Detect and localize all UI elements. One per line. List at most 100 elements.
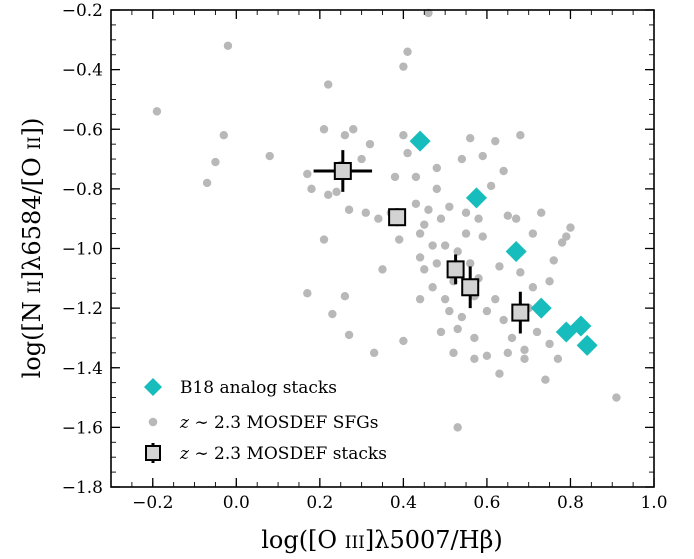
y-tick-label: −0.6 [62,120,103,140]
sfg-point [349,125,358,134]
sfg-point [478,151,487,161]
y-tick-labels: −1.8 −1.6 −1.4 −1.2 −1.0 −0.8 −0.6 −0.4 −0.2 [62,1,103,498]
sfg-point [340,292,350,301]
sfg-point [307,184,316,194]
legend-item-sfg: z ∼ 2.3 MOSDEF SFGs [148,413,378,433]
sfg-point [428,283,437,292]
x-tick-label: 0.8 [557,493,584,513]
sfg-point [319,235,329,244]
sfg-point [211,157,220,167]
sfg-point [369,348,379,358]
y-tick-label: −1.0 [62,240,103,260]
sfg-point [303,289,312,298]
stack-square [333,161,352,180]
x-tick-label: 1.0 [640,493,667,513]
sfg-point [340,131,350,140]
sfg-point [474,214,483,223]
sfg-point [516,268,525,277]
sfg-point [520,354,529,364]
sfg-point [453,324,462,334]
sfg-point [378,265,387,274]
sfg-point [411,172,421,182]
sfg-point [432,163,441,173]
sfg-point [357,154,366,164]
sfg-point [557,238,567,247]
legend-label-analog: B18 analog stacks [180,378,337,398]
sfg-point [399,131,408,140]
sfg-point [219,131,228,140]
sfg-point [424,205,433,214]
sfg-point [365,139,375,149]
sfg-point [495,369,504,378]
analog-diamond [570,315,592,337]
sfg-point [399,336,408,346]
sfg-point [415,253,425,262]
sfg-point [324,80,333,89]
sfg-point [528,229,538,238]
sfg-point [562,232,571,241]
sfg-point [499,166,508,176]
x-tick-label: 0.4 [390,493,417,513]
sfg-point [319,125,329,134]
sfg-point [499,315,508,325]
sfg-point [344,205,354,214]
sfg-point [566,223,575,232]
sfg-point [395,235,404,244]
sfg-point [466,133,475,143]
sfg-point [470,333,479,343]
sfg-point [507,333,517,343]
b18-analog-points [409,130,598,356]
sfg-point [470,354,479,364]
y-axis-label: log([N ii]λ6584/[O ii]) [18,118,46,379]
sfg-point [553,354,563,364]
mosdef-stack-points [313,150,530,334]
sfg-point [374,214,383,223]
sfg-point [445,202,454,211]
stack-square [446,260,465,279]
sfg-point [545,277,554,286]
x-tick-label: 0.6 [473,493,500,513]
sfg-point [478,232,487,241]
sfg-point [612,393,621,402]
sfg-point [202,178,212,188]
sfg-point [411,199,421,208]
x-tick-labels: −0.2 0.0 0.2 0.4 0.6 0.8 1.0 [132,493,667,513]
legend-diamond-icon [144,378,162,396]
sfg-point [324,190,333,200]
sfg-point [436,327,446,337]
sfg-point [537,208,546,217]
analog-diamond [505,240,527,262]
sfg-point [440,294,450,304]
sfg-point [432,184,441,194]
sfg-point [457,154,467,164]
y-tick-label: −1.2 [62,299,103,319]
legend-item-stacks: z ∼ 2.3 MOSDEF stacks [145,443,387,464]
sfg-point [461,208,471,217]
legend-item-analog: B18 analog stacks [144,378,337,398]
sfg-point [328,309,337,319]
analog-diamond [530,297,552,319]
sfg-point [491,136,500,146]
sfg-point [223,41,233,50]
sfg-point [453,247,462,256]
x-tick-label: 0.0 [223,493,250,513]
sfg-point [403,148,412,158]
sfg-point [303,169,312,179]
analog-diamond [465,187,487,209]
x-tick-label: 0.2 [306,493,333,513]
sfg-point [482,306,492,316]
analog-diamond [409,130,431,152]
sfg-point [344,330,354,340]
stack-square [388,208,407,227]
stack-square [511,303,530,322]
analog-diamond [576,334,598,356]
sfg-point [390,172,400,182]
y-tick-label: −1.8 [62,478,103,498]
mosdef-sfg-points [152,8,621,432]
sfg-point [403,47,412,56]
sfg-point [445,306,454,316]
sfg-point [415,294,425,304]
sfg-point [453,423,462,432]
sfg-point [420,265,429,274]
